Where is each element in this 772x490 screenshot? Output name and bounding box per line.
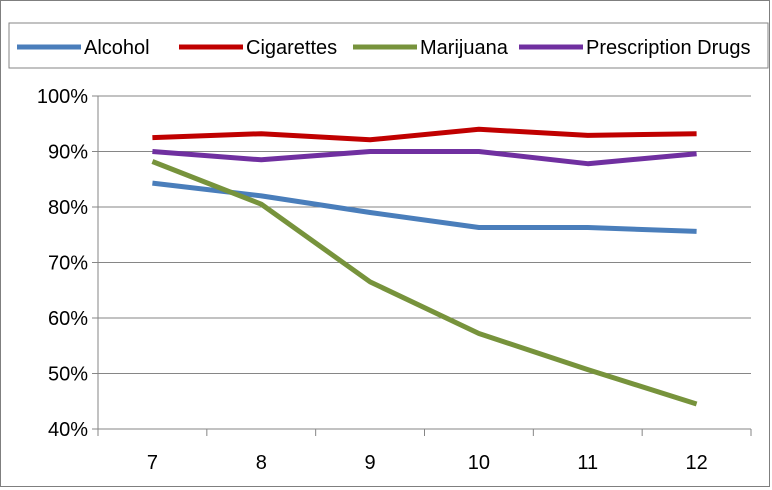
x-tick-label: 10 <box>468 452 490 474</box>
legend-label: Marijuana <box>420 37 509 59</box>
x-tick-label: 9 <box>365 452 376 474</box>
legend: Alcohol Cigarettes Marijuana Prescription D… <box>8 22 769 69</box>
legend-label: Cigarettes <box>246 37 337 59</box>
x-axis-ticks: 7 8 9 10 11 12 <box>97 429 752 474</box>
y-tick-label: 70% <box>48 253 88 275</box>
series-line-cigarettes <box>152 126 697 143</box>
legend-label: Prescription Drugs <box>586 37 751 59</box>
y-tick-label: 90% <box>48 142 88 164</box>
series-line-prescription-drugs <box>152 149 697 167</box>
y-tick-label: 40% <box>48 419 88 441</box>
y-tick-label: 60% <box>48 308 88 330</box>
x-tick-label: 12 <box>685 452 707 474</box>
legend-label: Alcohol <box>84 37 150 59</box>
x-tick-label: 7 <box>147 452 158 474</box>
y-tick-label: 50% <box>48 364 88 386</box>
y-tick-label: 100% <box>37 86 88 108</box>
x-tick-label: 11 <box>577 452 598 474</box>
series-line-marijuana <box>151 159 698 407</box>
x-tick-label: 8 <box>256 452 267 474</box>
series-lines <box>151 126 698 407</box>
series-line-alcohol <box>152 180 697 234</box>
y-tick-label: 80% <box>48 197 88 219</box>
y-axis-ticks: 40% 50% 60% 70% 80% 90% 100% <box>37 86 98 441</box>
